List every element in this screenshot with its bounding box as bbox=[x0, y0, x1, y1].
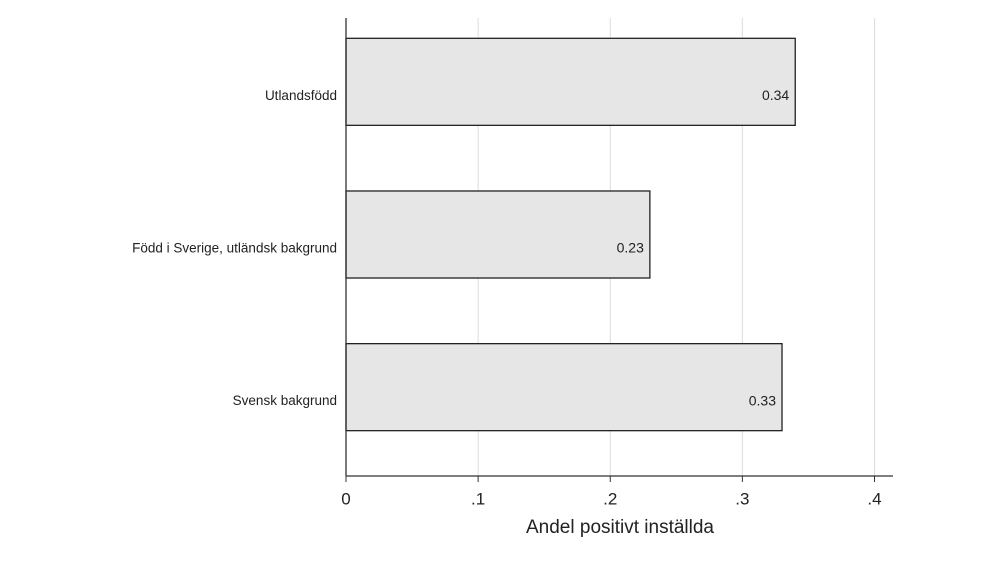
x-axis-label: Andel positivt inställda bbox=[526, 517, 714, 538]
bar bbox=[345, 190, 651, 279]
value-label: 0.23 bbox=[617, 240, 644, 256]
x-tick-label: .1 bbox=[471, 489, 485, 508]
bar bbox=[345, 37, 796, 126]
value-label: 0.33 bbox=[749, 392, 776, 408]
x-tick-label: .4 bbox=[867, 489, 881, 508]
y-tick-label: Svensk bakgrund bbox=[233, 393, 337, 408]
x-tick-label: .3 bbox=[735, 489, 749, 508]
y-tick-label: Utlandsfödd bbox=[265, 88, 337, 103]
bar bbox=[345, 343, 783, 432]
x-tick-label: 0 bbox=[341, 489, 350, 508]
value-label: 0.34 bbox=[762, 87, 789, 103]
y-tick-label: Född i Sverige, utländsk bakgrund bbox=[132, 241, 337, 256]
x-tick-label: .2 bbox=[603, 489, 617, 508]
